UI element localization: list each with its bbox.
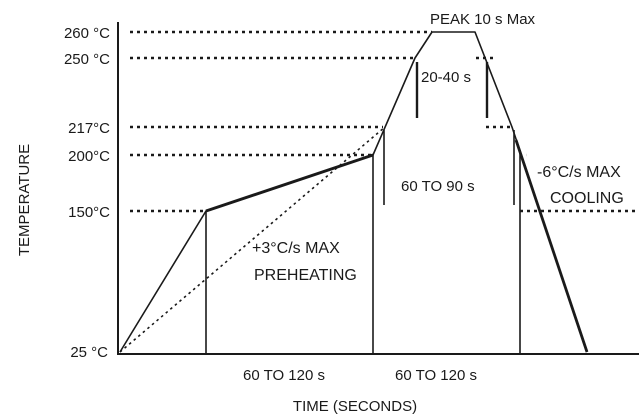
time-above-217-label: 60 TO 90 s	[401, 178, 475, 195]
tick-label-150: 150°C	[68, 204, 110, 221]
preheat-segment-bold	[205, 153, 374, 213]
cooling-type-label: COOLING	[550, 190, 624, 207]
reflow-profile-curve	[119, 31, 588, 353]
x-axis-title: TIME (SECONDS)	[293, 398, 417, 415]
soak-duration-label: 60 TO 120 s	[395, 367, 477, 384]
vertical-markers	[205, 130, 521, 354]
time-above-250-label: 20-40 s	[421, 69, 471, 86]
preheat-type-label: PREHEATING	[254, 267, 357, 284]
peak-label: PEAK 10 s Max	[430, 11, 536, 28]
cooling-segment-bold	[514, 139, 589, 353]
tick-label-217: 217°C	[68, 120, 110, 137]
y-axis-title: TEMPERATURE	[16, 144, 33, 256]
preheat-rate-label: +3°C/s MAX	[252, 240, 340, 257]
cooling-rate-label: -6°C/s MAX	[537, 164, 621, 181]
temperature-reference-lines	[130, 30, 639, 213]
tick-label-260: 260 °C	[64, 25, 110, 42]
preheat-duration-label: 60 TO 120 s	[243, 367, 325, 384]
peak-window-markers	[415, 62, 489, 118]
tick-label-25: 25 °C	[70, 344, 108, 361]
tick-label-250: 250 °C	[64, 51, 110, 68]
tick-label-200: 200°C	[68, 148, 110, 165]
